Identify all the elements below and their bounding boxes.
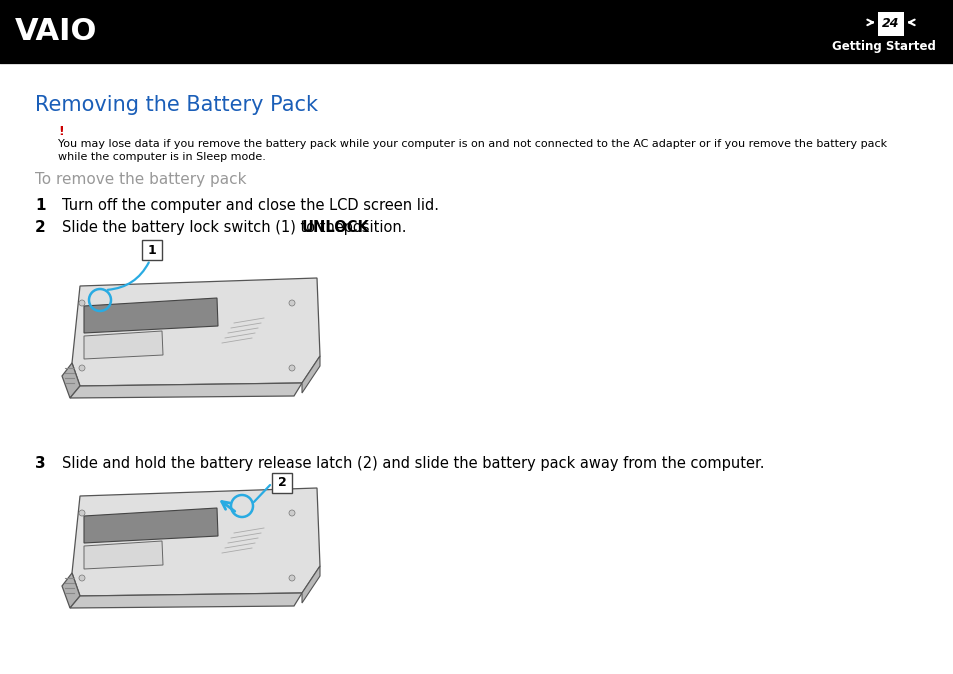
Text: VAIO: VAIO <box>15 18 97 47</box>
Polygon shape <box>70 383 302 398</box>
Polygon shape <box>84 298 218 333</box>
Polygon shape <box>71 278 319 386</box>
Text: Slide and hold the battery release latch (2) and slide the battery pack away fro: Slide and hold the battery release latch… <box>62 456 763 471</box>
Text: To remove the battery pack: To remove the battery pack <box>35 172 246 187</box>
Polygon shape <box>302 356 319 393</box>
Text: position.: position. <box>338 220 406 235</box>
Text: 1: 1 <box>35 198 46 213</box>
Text: 3: 3 <box>35 456 46 471</box>
Circle shape <box>79 300 85 306</box>
Circle shape <box>79 575 85 581</box>
Text: Turn off the computer and close the LCD screen lid.: Turn off the computer and close the LCD … <box>62 198 438 213</box>
Polygon shape <box>302 566 319 603</box>
Text: 1: 1 <box>148 243 156 257</box>
Polygon shape <box>84 508 218 543</box>
Text: while the computer is in Sleep mode.: while the computer is in Sleep mode. <box>58 152 266 162</box>
Circle shape <box>289 575 294 581</box>
Text: You may lose data if you remove the battery pack while your computer is on and n: You may lose data if you remove the batt… <box>58 139 886 149</box>
FancyBboxPatch shape <box>142 240 162 260</box>
Polygon shape <box>71 488 319 596</box>
Text: Getting Started: Getting Started <box>831 40 935 53</box>
Text: !: ! <box>58 125 64 138</box>
Text: Removing the Battery Pack: Removing the Battery Pack <box>35 95 317 115</box>
Polygon shape <box>84 331 163 359</box>
Circle shape <box>289 510 294 516</box>
FancyBboxPatch shape <box>877 11 903 36</box>
Text: UNLOCK: UNLOCK <box>301 220 370 235</box>
Text: 2: 2 <box>277 477 286 489</box>
Polygon shape <box>84 541 163 569</box>
Circle shape <box>289 365 294 371</box>
Text: 2: 2 <box>35 220 46 235</box>
Circle shape <box>79 510 85 516</box>
Circle shape <box>79 365 85 371</box>
Text: 24: 24 <box>882 17 899 30</box>
Text: Slide the battery lock switch (1) to the: Slide the battery lock switch (1) to the <box>62 220 348 235</box>
Polygon shape <box>62 363 80 398</box>
Circle shape <box>289 300 294 306</box>
FancyBboxPatch shape <box>272 473 292 493</box>
Bar <box>0 0 953 64</box>
Polygon shape <box>62 573 80 608</box>
Polygon shape <box>70 593 302 608</box>
